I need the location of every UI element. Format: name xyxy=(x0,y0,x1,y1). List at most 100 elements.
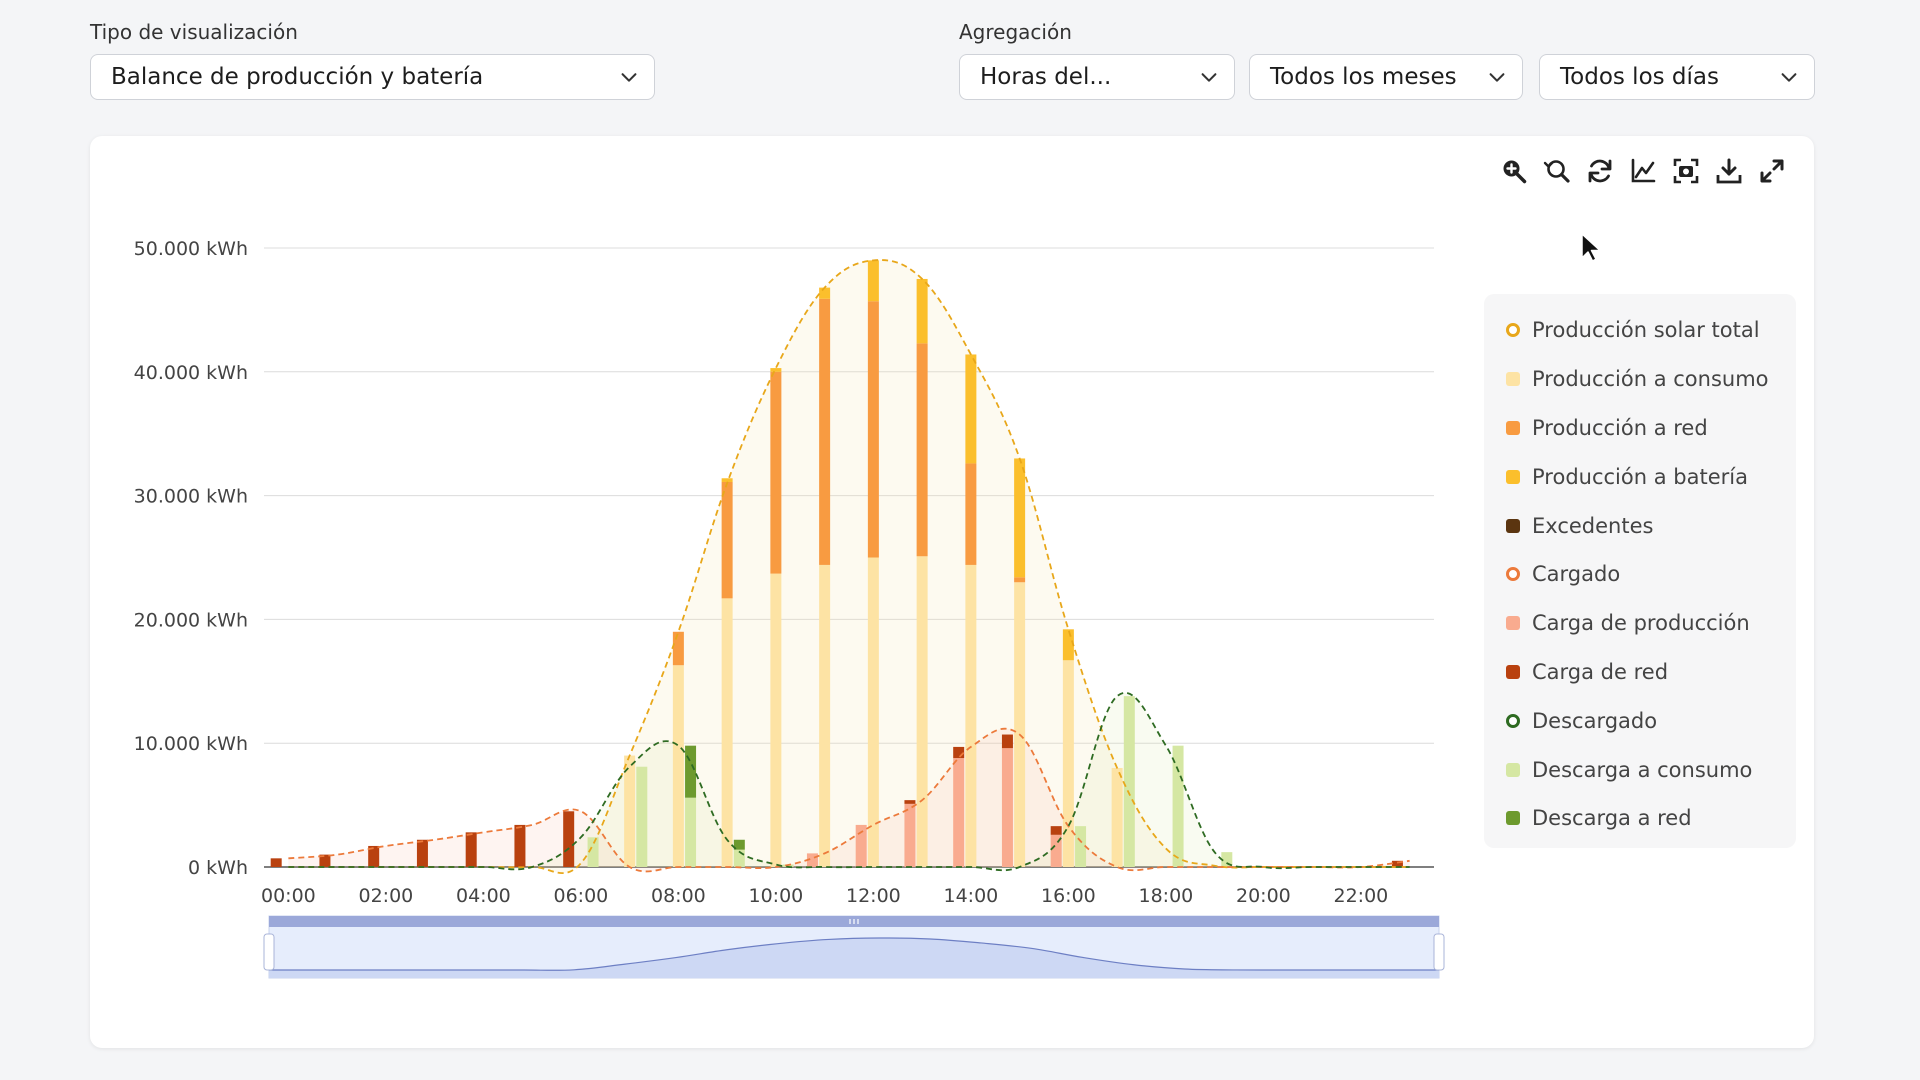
legend-label: Cargado xyxy=(1532,562,1621,587)
legend-item[interactable]: Descarga a consumo xyxy=(1506,745,1796,794)
zoom-handle-left xyxy=(263,933,275,971)
legend-label: Descargado xyxy=(1532,708,1658,733)
legend-marker-icon xyxy=(1506,616,1520,631)
bar-discharge-consumption-bar xyxy=(685,797,697,867)
visualization-type-select[interactable]: Balance de producción y batería xyxy=(90,54,655,100)
bar-charge-production-bar xyxy=(904,803,916,867)
aggregation-value: Horas del... xyxy=(980,64,1112,90)
chevron-down-icon xyxy=(1489,73,1505,82)
chart-legend: Producción solar total Producción a consu… xyxy=(1484,294,1796,848)
x-tick-label: 10:00 xyxy=(748,885,803,907)
legend-marker-icon xyxy=(1506,420,1520,435)
bar-production-battery-bar xyxy=(1014,458,1026,578)
bar-discharge-consumption-bar xyxy=(1172,745,1184,867)
bar-production-consumption-bar xyxy=(672,665,684,867)
zoom-preview-area xyxy=(269,937,1439,978)
bar-discharge-grid-bar xyxy=(733,839,745,850)
bar-charge-grid-bar xyxy=(465,832,477,867)
bar-production-grid-bar xyxy=(721,481,733,599)
legend-item[interactable]: Producción a red xyxy=(1506,404,1796,453)
aggregation-label: Agregación xyxy=(959,20,1072,44)
legend-item[interactable]: Producción a batería xyxy=(1506,452,1796,501)
zoom-in-icon[interactable] xyxy=(1500,157,1528,185)
refresh-icon[interactable] xyxy=(1586,157,1614,185)
legend-item[interactable]: Producción a consumo xyxy=(1506,355,1796,404)
legend-marker-icon xyxy=(1506,567,1520,582)
legend-marker-icon xyxy=(1506,664,1520,679)
days-select[interactable]: Todos los días xyxy=(1539,54,1815,100)
legend-item[interactable]: Producción solar total xyxy=(1506,306,1796,355)
bar-layer xyxy=(270,260,1403,867)
legend-label: Producción a consumo xyxy=(1532,367,1769,392)
legend-label: Excedentes xyxy=(1532,513,1654,538)
zoom-handle-right xyxy=(1433,933,1445,971)
legend-marker-icon xyxy=(1506,372,1520,387)
data-zoom-slider[interactable] xyxy=(263,915,1445,979)
fullscreen-icon[interactable] xyxy=(1758,157,1786,185)
zoom-preview-line xyxy=(269,937,1439,971)
legend-label: Descarga a consumo xyxy=(1532,757,1753,782)
bar-discharge-consumption-bar xyxy=(636,766,648,867)
bar-charge-production-bar xyxy=(1001,748,1013,867)
x-tick-label: 18:00 xyxy=(1138,885,1193,907)
x-tick-label: 12:00 xyxy=(846,885,901,907)
days-value: Todos los días xyxy=(1560,64,1720,90)
x-tick-label: 04:00 xyxy=(456,885,511,907)
x-tick-label: 08:00 xyxy=(651,885,706,907)
x-tick-label: 20:00 xyxy=(1236,885,1291,907)
bar-charge-grid-bar xyxy=(514,824,526,867)
legend-marker-icon xyxy=(1506,469,1520,484)
bar-production-consumption-bar xyxy=(721,598,733,867)
bar-production-battery-bar xyxy=(770,368,782,372)
visualization-type-label: Tipo de visualización xyxy=(90,20,298,44)
months-select[interactable]: Todos los meses xyxy=(1249,54,1523,100)
line-chart-icon[interactable] xyxy=(1629,157,1657,185)
bar-production-battery-bar xyxy=(965,354,977,464)
bar-production-consumption-bar xyxy=(965,564,977,867)
bar-production-grid-bar xyxy=(916,343,928,557)
bar-discharge-grid-bar xyxy=(685,745,697,798)
aggregation-select[interactable]: Horas del... xyxy=(959,54,1235,100)
legend-label: Carga de producción xyxy=(1532,611,1750,636)
bar-production-grid-bar xyxy=(867,301,879,558)
legend-item[interactable]: Descarga a red xyxy=(1506,794,1796,843)
legend-item[interactable]: Carga de producción xyxy=(1506,599,1796,648)
bar-charge-grid-bar xyxy=(563,811,575,867)
bar-charge-grid-bar xyxy=(1001,734,1013,749)
bar-production-battery-bar xyxy=(721,478,733,482)
legend-item[interactable]: Carga de red xyxy=(1506,648,1796,697)
legend-label: Producción solar total xyxy=(1532,318,1760,343)
legend-item[interactable]: Cargado xyxy=(1506,550,1796,599)
bar-production-consumption-bar xyxy=(770,573,782,867)
screenshot-icon[interactable] xyxy=(1672,157,1700,185)
line-layer xyxy=(288,259,1410,874)
legend-item[interactable]: Excedentes xyxy=(1506,501,1796,550)
bar-charge-production-bar xyxy=(806,853,818,867)
x-tick-label: 00:00 xyxy=(261,885,316,907)
bar-charge-grid-bar xyxy=(1050,826,1062,835)
legend-label: Producción a batería xyxy=(1532,464,1748,489)
chart-toolbar xyxy=(1500,157,1786,185)
x-tick-label: 16:00 xyxy=(1041,885,1096,907)
bar-discharge-consumption-bar xyxy=(733,849,745,867)
area-layer xyxy=(288,260,1410,874)
x-tick-label: 06:00 xyxy=(553,885,608,907)
bar-production-grid-bar xyxy=(1014,577,1026,583)
legend-label: Producción a red xyxy=(1532,415,1708,440)
bar-charge-grid-bar xyxy=(270,858,282,867)
legend-item[interactable]: Descargado xyxy=(1506,696,1796,745)
bar-charge-grid-bar xyxy=(319,854,331,867)
x-tick-label: 02:00 xyxy=(358,885,413,907)
bar-discharge-consumption-bar xyxy=(587,837,599,867)
zoom-reset-icon[interactable] xyxy=(1543,157,1571,185)
bar-production-grid-bar xyxy=(672,631,684,666)
bar-production-battery-bar xyxy=(1062,629,1074,661)
bar-discharge-consumption-bar xyxy=(1123,696,1135,867)
y-tick-label: 50.000 kWh xyxy=(134,238,248,260)
bar-production-grid-bar xyxy=(770,371,782,574)
months-value: Todos los meses xyxy=(1270,64,1457,90)
legend-marker-icon xyxy=(1506,811,1520,826)
axis-layer: 0 kWh 10.000 kWh 20.000 kWh 30.000 kWh 40.00… xyxy=(134,238,1389,907)
download-icon[interactable] xyxy=(1715,157,1743,185)
